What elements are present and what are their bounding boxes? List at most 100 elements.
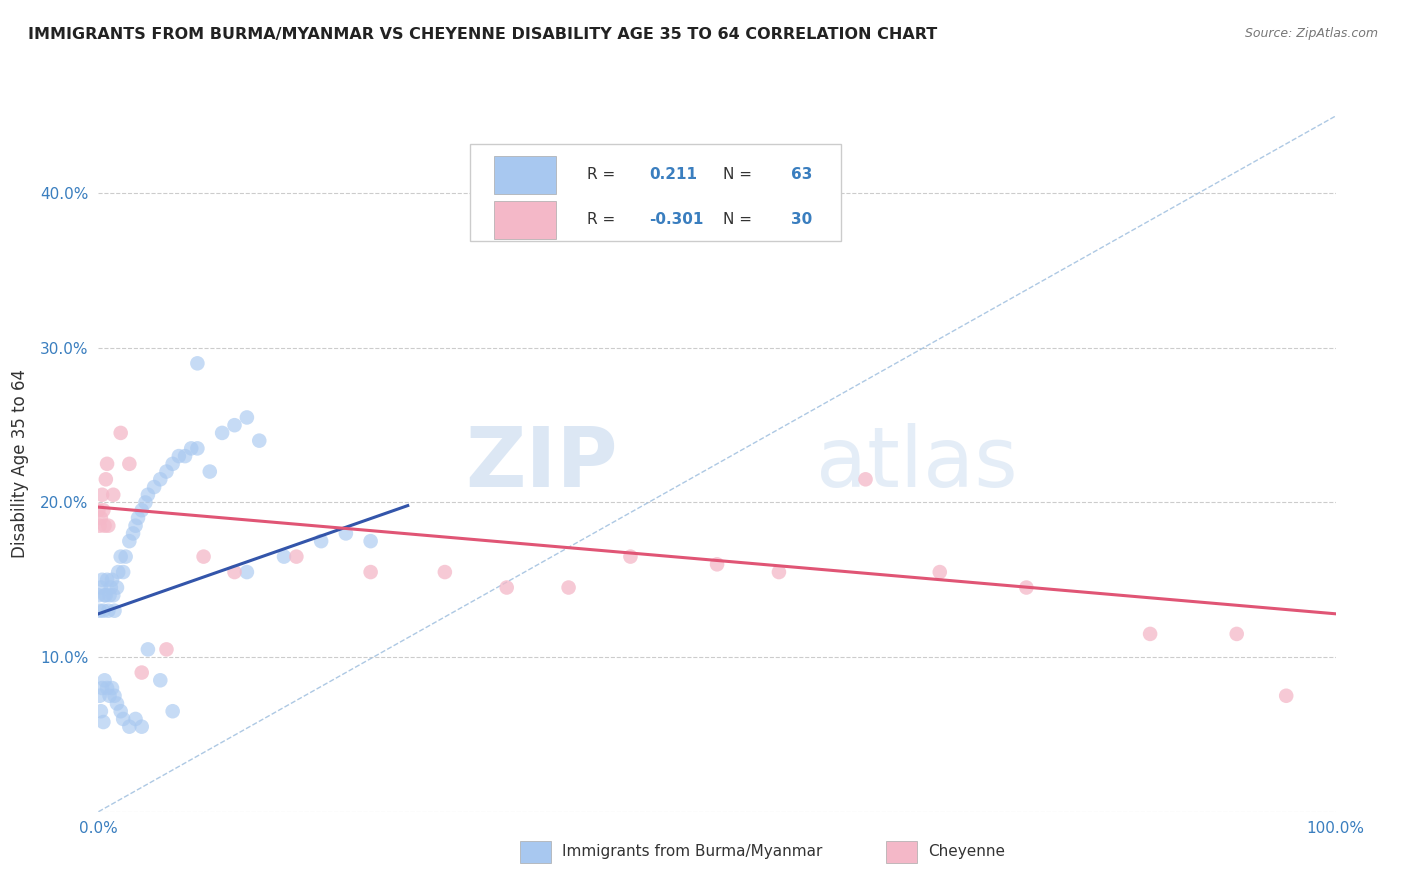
Point — [180, 442, 202, 456]
Point — [93, 673, 115, 688]
Y-axis label: Disability Age 35 to 64: Disability Age 35 to 64 — [11, 369, 30, 558]
Point — [224, 418, 246, 433]
Point — [155, 642, 177, 657]
Point — [136, 488, 159, 502]
Text: IMMIGRANTS FROM BURMA/MYANMAR VS CHEYENNE DISABILITY AGE 35 TO 64 CORRELATION CH: IMMIGRANTS FROM BURMA/MYANMAR VS CHEYENN… — [28, 27, 938, 42]
Point — [91, 488, 114, 502]
Text: Immigrants from Burma/Myanmar: Immigrants from Burma/Myanmar — [562, 845, 823, 859]
FancyBboxPatch shape — [470, 144, 841, 241]
Point — [224, 565, 246, 579]
Point — [768, 565, 790, 579]
Point — [94, 472, 117, 486]
Point — [236, 565, 259, 579]
Point — [96, 573, 118, 587]
Point — [186, 356, 208, 370]
Text: Source: ZipAtlas.com: Source: ZipAtlas.com — [1244, 27, 1378, 40]
Text: 0.211: 0.211 — [650, 168, 697, 183]
Point — [198, 465, 221, 479]
Point — [89, 604, 111, 618]
Point — [131, 665, 153, 680]
Point — [360, 565, 382, 579]
Point — [433, 565, 456, 579]
Point — [1275, 689, 1298, 703]
Point — [247, 434, 270, 448]
Point — [107, 565, 129, 579]
Point — [360, 534, 382, 549]
Point — [155, 465, 177, 479]
Point — [89, 518, 111, 533]
Point — [167, 449, 190, 463]
Point — [143, 480, 166, 494]
Point — [1139, 627, 1161, 641]
Point — [90, 581, 112, 595]
Point — [619, 549, 641, 564]
FancyBboxPatch shape — [495, 201, 557, 239]
Text: ZIP: ZIP — [465, 424, 619, 504]
Point — [162, 704, 184, 718]
Point — [1226, 627, 1249, 641]
Point — [97, 518, 120, 533]
Point — [335, 526, 357, 541]
Text: N =: N = — [723, 212, 756, 227]
Point — [87, 503, 110, 517]
Point — [110, 704, 132, 718]
Point — [91, 681, 114, 695]
Point — [285, 549, 308, 564]
Point — [557, 581, 579, 595]
Point — [236, 410, 259, 425]
Point — [103, 689, 125, 703]
Text: 30: 30 — [792, 212, 813, 227]
Point — [112, 712, 135, 726]
Text: N =: N = — [723, 168, 756, 183]
Point — [105, 581, 128, 595]
Point — [124, 518, 146, 533]
Point — [101, 573, 124, 587]
Point — [162, 457, 184, 471]
Point — [211, 425, 233, 440]
Point — [118, 720, 141, 734]
Point — [309, 534, 332, 549]
Point — [103, 604, 125, 618]
Point — [100, 581, 122, 595]
Point — [706, 558, 728, 572]
Point — [127, 511, 149, 525]
Point — [89, 689, 111, 703]
Point — [90, 704, 112, 718]
Point — [122, 526, 145, 541]
Point — [105, 697, 128, 711]
Point — [93, 604, 115, 618]
Point — [103, 488, 125, 502]
Point — [174, 449, 197, 463]
Point — [855, 472, 877, 486]
Text: R =: R = — [588, 168, 620, 183]
Point — [273, 549, 295, 564]
Point — [118, 457, 141, 471]
Point — [93, 588, 115, 602]
Point — [114, 549, 136, 564]
Point — [131, 503, 153, 517]
Point — [193, 549, 215, 564]
Point — [110, 425, 132, 440]
Point — [93, 714, 115, 729]
Point — [94, 588, 117, 602]
Point — [149, 472, 172, 486]
Point — [96, 681, 118, 695]
Point — [112, 565, 135, 579]
Point — [101, 681, 124, 695]
Point — [1015, 581, 1038, 595]
Point — [97, 604, 120, 618]
Point — [96, 457, 118, 471]
Point — [136, 642, 159, 657]
Point — [124, 712, 146, 726]
Point — [87, 588, 110, 602]
Point — [93, 518, 115, 533]
Point — [90, 511, 112, 525]
Point — [928, 565, 950, 579]
Text: atlas: atlas — [815, 424, 1018, 504]
Point — [110, 549, 132, 564]
FancyBboxPatch shape — [495, 156, 557, 194]
Point — [134, 495, 156, 509]
Text: R =: R = — [588, 212, 620, 227]
Point — [91, 573, 114, 587]
Text: -0.301: -0.301 — [650, 212, 703, 227]
